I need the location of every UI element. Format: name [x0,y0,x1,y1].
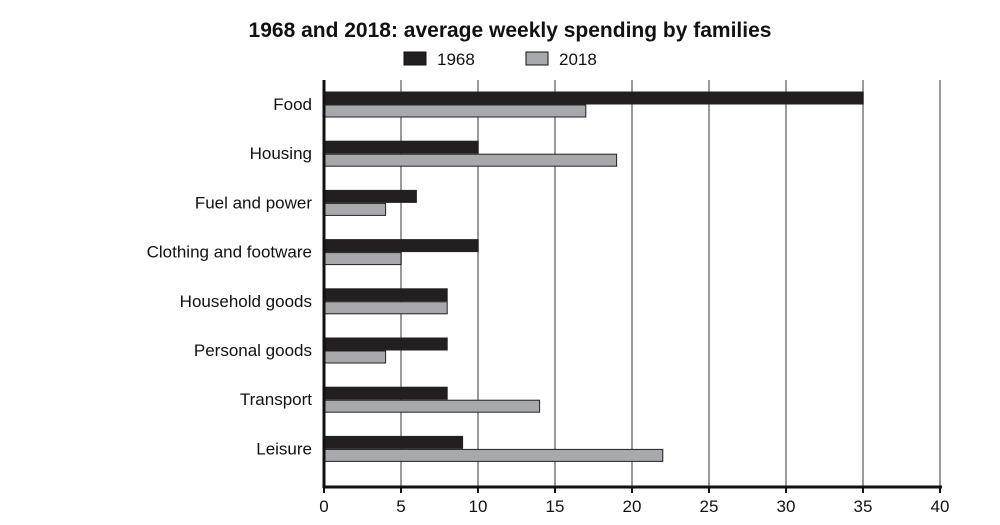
bar-1968-household-goods [323,288,448,302]
category-label: Transport [240,390,312,409]
bar-1968-personal-goods [323,337,448,351]
x-tick-label: 35 [854,497,873,516]
x-tick-label: 20 [623,497,642,516]
bar-2018-household-goods [323,301,448,315]
x-tick-label: 30 [777,497,796,516]
category-label: Fuel and power [195,193,313,212]
bar-1968-clothing-and-footware [323,239,479,253]
legend-label-2018: 2018 [559,50,597,69]
x-tick-label: 40 [931,497,950,516]
bar-2018-food [323,104,587,118]
legend-label-1968: 1968 [437,50,475,69]
x-tick-label: 5 [396,497,405,516]
bar-1968-food [323,91,864,105]
bar-2018-fuel-and-power [323,202,387,216]
category-label: Personal goods [194,341,312,360]
bar-1968-transport [323,386,448,400]
x-tick-label: 25 [700,497,719,516]
bar-2018-housing [323,153,618,167]
legend-swatch-2018 [525,51,549,66]
legend-swatch-1968 [403,51,427,66]
chart-title: 1968 and 2018: average weekly spending b… [249,19,772,42]
bar-2018-clothing-and-footware [323,252,402,266]
x-tick-label: 0 [319,497,328,516]
category-label: Household goods [180,292,312,311]
category-label: Food [273,95,312,114]
category-label: Housing [250,144,312,163]
x-tick-label: 15 [546,497,565,516]
bar-1968-housing [323,140,479,154]
x-tick-label: 10 [469,497,488,516]
bar-1968-leisure [323,435,464,449]
legend: 1968 2018 [403,50,597,69]
bar-2018-leisure [323,448,664,462]
bar-1968-fuel-and-power [323,189,417,203]
bar-2018-transport [323,399,541,413]
category-label: Clothing and footware [147,243,312,262]
bar-2018-personal-goods [323,350,387,364]
category-label: Leisure [256,439,312,458]
